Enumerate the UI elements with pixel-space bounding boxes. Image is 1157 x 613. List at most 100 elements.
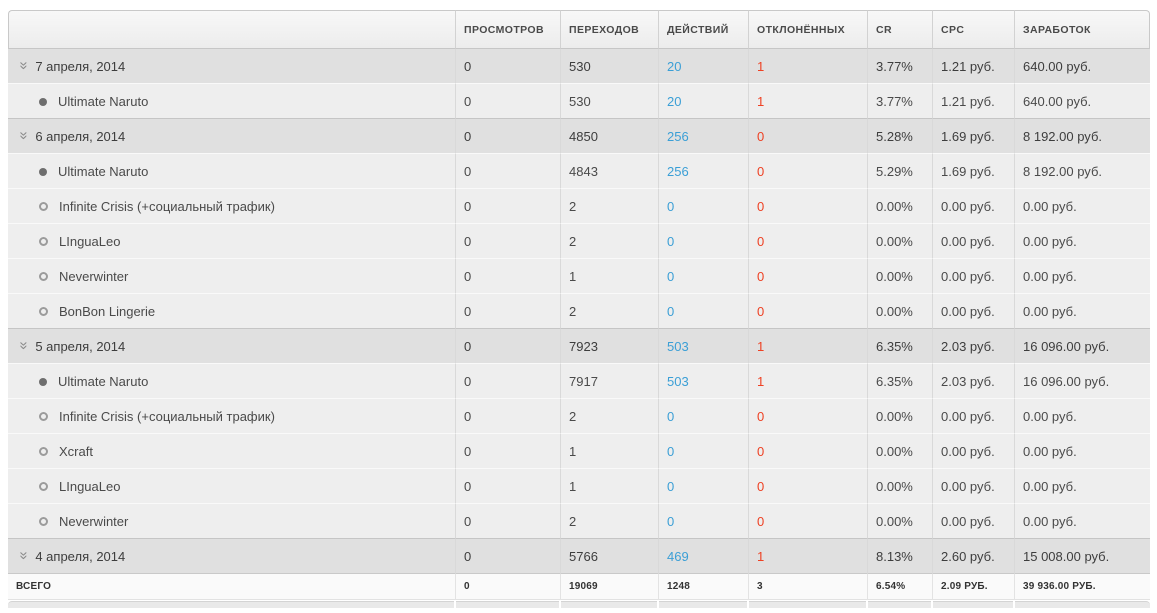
offer-label: Infinite Crisis (+социальный трафик) — [59, 199, 275, 215]
offer-row: Neverwinter 0 1 0 0 0.00% 0.00 руб. 0.00 руб. — [8, 258, 1150, 293]
collapse-chevron-icon[interactable]: » — [15, 131, 33, 140]
clicks-cell: 4850 — [560, 118, 658, 153]
total-label: ВСЕГО — [8, 573, 455, 600]
actions-cell[interactable]: 503 — [658, 363, 748, 398]
actions-cell[interactable]: 0 — [658, 293, 748, 328]
rejected-cell: 1 — [748, 49, 867, 83]
cr-cell: 0.00% — [867, 188, 932, 223]
column-header-rejected: ОТКЛОНЁННЫХ — [748, 10, 867, 49]
views-cell: 0 — [455, 293, 560, 328]
cr-cell: 0.00% — [867, 223, 932, 258]
column-header-earnings: ЗАРАБОТОК — [1014, 10, 1150, 49]
clicks-cell: 530 — [560, 49, 658, 83]
cpc-cell: 0.00 руб. — [932, 293, 1014, 328]
actions-cell[interactable]: 0 — [658, 258, 748, 293]
earnings-cell: 640.00 руб. — [1014, 83, 1150, 118]
cr-cell: 0.00% — [867, 503, 932, 538]
table-header-row: ПРОСМОТРОВ ПЕРЕХОДОВ ДЕЙСТВИЙ ОТКЛОНЁННЫ… — [8, 10, 1150, 49]
rejected-cell: 1 — [748, 83, 867, 118]
rejected-cell: 0 — [748, 223, 867, 258]
rejected-cell: 0 — [748, 153, 867, 188]
offer-label: Infinite Crisis (+социальный трафик) — [59, 409, 275, 425]
earnings-cell: 0.00 руб. — [1014, 468, 1150, 503]
cr-cell: 0.00% — [867, 433, 932, 468]
clicks-cell: 7917 — [560, 363, 658, 398]
name-cell: » 7 апреля, 2014 — [8, 49, 455, 83]
strip-segment — [933, 601, 1013, 608]
cr-cell: 0.00% — [867, 398, 932, 433]
earnings-cell: 16 096.00 руб. — [1014, 328, 1150, 363]
views-cell: 0 — [455, 363, 560, 398]
views-cell: 0 — [455, 433, 560, 468]
actions-cell[interactable]: 0 — [658, 503, 748, 538]
total-cr: 6.54% — [867, 573, 932, 600]
views-cell: 0 — [455, 258, 560, 293]
rejected-cell: 0 — [748, 468, 867, 503]
cpc-cell: 1.69 руб. — [932, 118, 1014, 153]
actions-cell[interactable]: 256 — [658, 118, 748, 153]
offer-label: Ultimate Naruto — [58, 164, 149, 180]
offer-row: Xcraft 0 1 0 0 0.00% 0.00 руб. 0.00 руб. — [8, 433, 1150, 468]
offer-row: BonBon Lingerie 0 2 0 0 0.00% 0.00 руб. 0.00 ру… — [8, 293, 1150, 328]
offer-label: LInguaLeo — [59, 479, 121, 495]
earnings-cell: 0.00 руб. — [1014, 503, 1150, 538]
offer-label: Ultimate Naruto — [58, 374, 149, 390]
views-cell: 0 — [455, 468, 560, 503]
actions-cell[interactable]: 0 — [658, 188, 748, 223]
cr-cell: 6.35% — [867, 363, 932, 398]
actions-cell[interactable]: 0 — [658, 433, 748, 468]
earnings-cell: 0.00 руб. — [1014, 398, 1150, 433]
name-cell: BonBon Lingerie — [8, 293, 455, 328]
clicks-cell: 5766 — [560, 538, 658, 573]
table-bottom-strip — [8, 601, 1150, 608]
cr-cell: 3.77% — [867, 83, 932, 118]
date-label: 6 апреля, 2014 — [35, 129, 126, 145]
actions-cell[interactable]: 469 — [658, 538, 748, 573]
strip-segment — [1015, 601, 1150, 608]
strip-segment — [561, 601, 657, 608]
views-cell: 0 — [455, 328, 560, 363]
clicks-cell: 2 — [560, 398, 658, 433]
collapse-chevron-icon[interactable]: » — [15, 61, 33, 70]
views-cell: 0 — [455, 398, 560, 433]
actions-cell[interactable]: 20 — [658, 83, 748, 118]
actions-cell[interactable]: 256 — [658, 153, 748, 188]
actions-cell[interactable]: 503 — [658, 328, 748, 363]
collapse-chevron-icon[interactable]: » — [15, 341, 33, 350]
cpc-cell: 1.21 руб. — [932, 49, 1014, 83]
actions-cell[interactable]: 0 — [658, 223, 748, 258]
name-cell: Ultimate Naruto — [8, 153, 455, 188]
offer-label: Xcraft — [59, 444, 93, 460]
rejected-cell: 0 — [748, 503, 867, 538]
earnings-cell: 0.00 руб. — [1014, 223, 1150, 258]
actions-cell[interactable]: 20 — [658, 49, 748, 83]
offer-row: Infinite Crisis (+социальный трафик) 0 2 0 0… — [8, 188, 1150, 223]
column-header-cr: CR — [867, 10, 932, 49]
filled-bullet-icon — [39, 167, 47, 176]
date-group-row[interactable]: » 7 апреля, 2014 0 530 20 1 3.77% 1.21 руб. 640.… — [8, 49, 1150, 83]
column-header-actions: ДЕЙСТВИЙ — [658, 10, 748, 49]
offer-row: LInguaLeo 0 1 0 0 0.00% 0.00 руб. 0.00 руб. — [8, 468, 1150, 503]
cr-cell: 3.77% — [867, 49, 932, 83]
offer-row: Neverwinter 0 2 0 0 0.00% 0.00 руб. 0.00 руб. — [8, 503, 1150, 538]
open-bullet-icon — [39, 202, 48, 212]
date-group-row[interactable]: » 5 апреля, 2014 0 7923 503 1 6.35% 2.03 руб. 16… — [8, 328, 1150, 363]
actions-cell[interactable]: 0 — [658, 398, 748, 433]
rejected-cell: 0 — [748, 433, 867, 468]
actions-cell[interactable]: 0 — [658, 468, 748, 503]
open-bullet-icon — [39, 272, 48, 282]
earnings-cell: 0.00 руб. — [1014, 258, 1150, 293]
cpc-cell: 0.00 руб. — [932, 398, 1014, 433]
clicks-cell: 2 — [560, 503, 658, 538]
cpc-cell: 1.21 руб. — [932, 83, 1014, 118]
views-cell: 0 — [455, 188, 560, 223]
cpc-cell: 2.03 руб. — [932, 363, 1014, 398]
collapse-chevron-icon[interactable]: » — [15, 551, 33, 560]
stats-report: ПРОСМОТРОВ ПЕРЕХОДОВ ДЕЙСТВИЙ ОТКЛОНЁННЫ… — [8, 10, 1150, 608]
views-cell: 0 — [455, 503, 560, 538]
date-group-row[interactable]: » 4 апреля, 2014 0 5766 469 1 8.13% 2.60 руб. 15… — [8, 538, 1150, 573]
date-group-row[interactable]: » 6 апреля, 2014 0 4850 256 0 5.28% 1.69 руб. 8 … — [8, 118, 1150, 153]
cpc-cell: 2.03 руб. — [932, 328, 1014, 363]
clicks-cell: 530 — [560, 83, 658, 118]
views-cell: 0 — [455, 223, 560, 258]
